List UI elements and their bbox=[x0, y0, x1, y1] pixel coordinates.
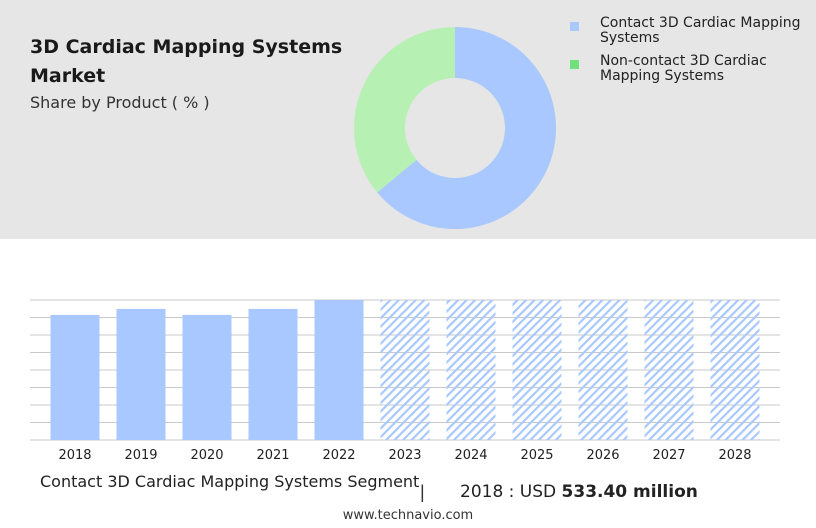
bar-2026 bbox=[578, 300, 628, 440]
footer-divider: | bbox=[420, 482, 425, 502]
bar-2023 bbox=[380, 300, 430, 440]
bar-2021 bbox=[248, 308, 298, 440]
legend-swatch-non-contact bbox=[570, 60, 579, 69]
bar-2027 bbox=[644, 300, 694, 440]
x-tick-label: 2025 bbox=[520, 448, 553, 463]
page-subtitle: Share by Product ( % ) bbox=[30, 93, 210, 112]
footer-value: 533.40 million bbox=[561, 482, 698, 502]
bar-2018 bbox=[50, 314, 100, 440]
x-tick-label: 2022 bbox=[322, 448, 355, 463]
footer-value-group: 2018 : USD 533.40 million bbox=[460, 482, 698, 502]
bar-chart: 2018 2019 2020 2021 2022 2023 2024 2025 2026 2027… bbox=[30, 299, 780, 463]
bar-2028 bbox=[710, 300, 760, 440]
page-title: 3D Cardiac Mapping Systems Market bbox=[30, 36, 343, 87]
x-tick-label: 2023 bbox=[388, 448, 421, 463]
legend: Contact 3D Cardiac Mapping Systems Non-c… bbox=[566, 16, 811, 92]
x-tick-label: 2026 bbox=[586, 448, 619, 463]
legend-item-non-contact: Non-contact 3D Cardiac Mapping Systems bbox=[566, 54, 811, 84]
footer-year-label: 2018 : USD bbox=[460, 482, 557, 502]
x-tick-label: 2027 bbox=[652, 448, 685, 463]
x-tick-label: 2020 bbox=[190, 448, 223, 463]
legend-label-contact: Contact 3D Cardiac Mapping Systems bbox=[600, 15, 801, 46]
donut-slice-1 bbox=[377, 27, 556, 230]
legend-swatch-contact bbox=[570, 22, 579, 31]
donut-chart bbox=[354, 27, 556, 230]
x-tick-label: 2024 bbox=[454, 448, 487, 463]
x-tick-label: 2028 bbox=[718, 448, 751, 463]
website-link[interactable]: www.technavio.com bbox=[342, 508, 474, 523]
donut-slice-2 bbox=[354, 27, 455, 193]
x-tick-label: 2018 bbox=[58, 448, 91, 463]
bar-2022 bbox=[314, 300, 364, 440]
bar-2025 bbox=[512, 300, 562, 440]
bar-2024 bbox=[446, 300, 496, 440]
bar-2019 bbox=[116, 308, 166, 440]
segment-label: Contact 3D Cardiac Mapping Systems Segme… bbox=[40, 472, 420, 491]
legend-label-non-contact: Non-contact 3D Cardiac Mapping Systems bbox=[600, 53, 767, 84]
x-tick-label: 2019 bbox=[124, 448, 157, 463]
bar-2020 bbox=[182, 314, 232, 440]
legend-item-contact: Contact 3D Cardiac Mapping Systems bbox=[566, 16, 811, 46]
x-tick-label: 2021 bbox=[256, 448, 289, 463]
